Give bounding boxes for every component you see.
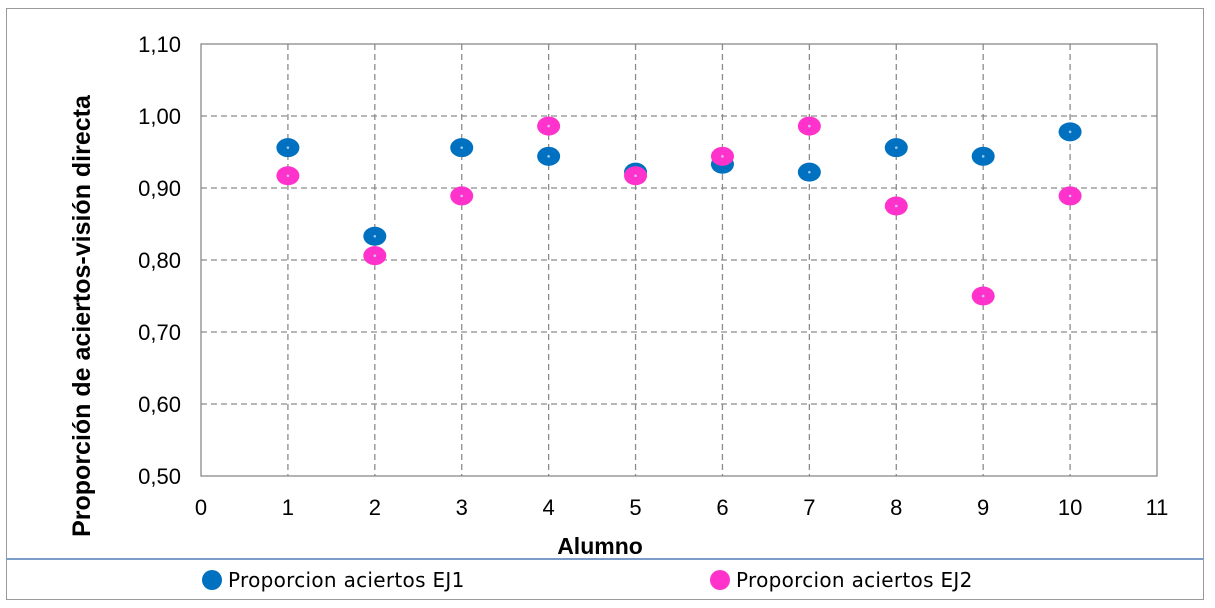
y-tick-label: 0,50 [138,464,181,489]
data-point-center [981,294,985,298]
data-point-center [547,155,550,158]
x-tick-label: 6 [716,495,728,520]
x-tick-label: 2 [369,495,381,520]
data-point-center [286,174,290,178]
legend-item-ej1: Proporcion aciertos EJ1 [202,568,465,592]
data-point-center [1068,194,1072,198]
x-tick-label: 5 [629,495,641,520]
grid-lines [201,44,1157,476]
x-axis-label: Alumno [557,533,643,559]
y-tick-label: 0,70 [138,320,181,345]
data-point-center [547,124,550,128]
data-point-center [894,204,898,208]
data-point-center [460,194,464,198]
legend-marker-ej1 [202,570,222,590]
data-point-center [808,124,811,128]
data-point-center [373,234,377,238]
chart-frame [6,8,1204,600]
x-tick-label: 8 [890,495,902,520]
x-tick-label: 10 [1058,495,1082,520]
data-point-center [981,155,985,158]
legend: Proporcion aciertos EJ1 Proporcion acier… [6,558,1204,600]
data-point-center [721,155,724,158]
x-tick-label: 9 [977,495,989,520]
y-tick-label: 1,10 [138,32,181,57]
data-point-center [460,146,464,149]
data-point-center [808,170,811,174]
y-axis-label: Proporción de aciertos-visión directa [68,94,96,537]
legend-label-ej1: Proporcion aciertos EJ1 [228,568,465,592]
x-tick-label: 0 [195,495,207,520]
y-tick-labels: 0,50 0,60 0,70 0,80 0,90 1,00 1,10 [138,32,181,489]
data-point-center [373,254,377,257]
x-tick-label: 7 [803,495,815,520]
data-points [276,116,1082,306]
data-point-center [286,146,290,149]
x-tick-label: 3 [456,495,468,520]
y-tick-label: 0,80 [138,248,181,273]
legend-item-ej2: Proporcion aciertos EJ2 [710,568,973,592]
x-tick-label: 11 [1146,495,1169,520]
legend-label-ej2: Proporcion aciertos EJ2 [736,568,973,592]
data-point-center [894,146,898,149]
x-tick-labels: 0 1 2 3 4 5 6 7 8 9 10 11 [195,495,1169,520]
x-tick-label: 4 [543,495,555,520]
data-point-center [1068,130,1072,134]
x-tick-label: 1 [282,495,294,520]
plot-area-border [200,43,1158,477]
legend-marker-ej2 [710,570,730,590]
y-tick-label: 0,90 [138,176,181,201]
data-point-center [634,174,637,178]
y-tick-label: 1,00 [138,104,181,129]
scatter-chart: 0,50 0,60 0,70 0,80 0,90 1,00 1,10 0 1 2 3 4 5 6 7 8 9 1… [68,32,1169,559]
y-tick-label: 0,60 [138,392,181,417]
